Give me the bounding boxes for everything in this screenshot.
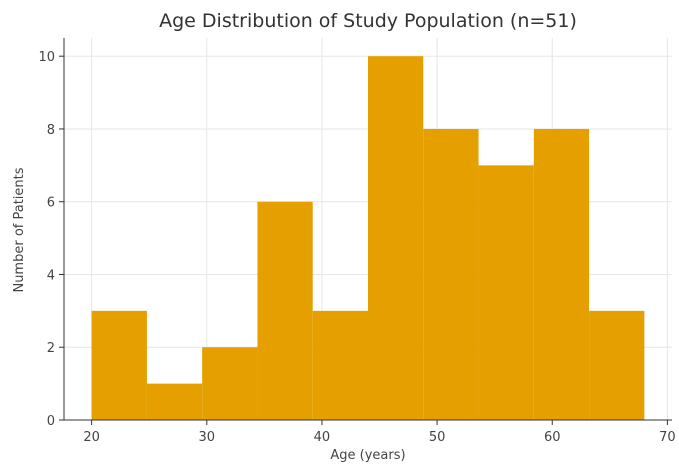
bars bbox=[91, 56, 645, 420]
axes: 20 30 40 50 60 70 0 2 4 6 8 10 bbox=[38, 38, 676, 445]
x-tick-label: 50 bbox=[429, 430, 446, 445]
x-axis-label: Age (years) bbox=[330, 448, 405, 463]
histogram-bar bbox=[589, 310, 645, 420]
y-tick-label: 8 bbox=[47, 123, 55, 138]
x-tick-label: 20 bbox=[83, 430, 100, 445]
x-tick-label: 60 bbox=[544, 430, 561, 445]
y-tick-label: 2 bbox=[47, 341, 55, 356]
histogram-bar bbox=[257, 201, 313, 420]
y-tick-label: 4 bbox=[47, 268, 55, 283]
histogram-bar bbox=[146, 383, 203, 420]
x-tick-label: 70 bbox=[659, 430, 676, 445]
histogram-bar bbox=[533, 128, 590, 420]
y-tick-label: 0 bbox=[47, 414, 55, 429]
x-tick-label: 30 bbox=[199, 430, 216, 445]
y-axis-label: Number of Patients bbox=[12, 167, 27, 292]
y-tick-label: 6 bbox=[47, 196, 55, 211]
histogram-bar bbox=[202, 347, 258, 420]
x-tick-label: 40 bbox=[314, 430, 331, 445]
histogram-bar bbox=[368, 56, 424, 420]
chart-title: Age Distribution of Study Population (n=… bbox=[159, 10, 577, 32]
histogram-bar bbox=[312, 310, 368, 420]
histogram-bar bbox=[478, 165, 534, 420]
histogram-bar bbox=[91, 310, 147, 420]
y-tick-label: 10 bbox=[38, 50, 55, 65]
histogram-bar bbox=[423, 128, 479, 420]
